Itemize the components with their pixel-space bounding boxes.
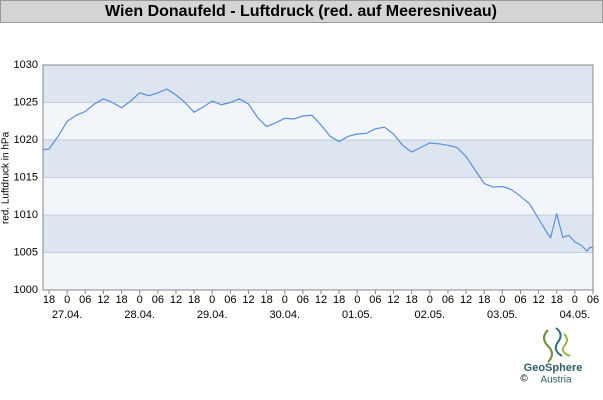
grid-band (43, 215, 593, 253)
logo-sub: Austria (540, 375, 572, 386)
x-tick-label: 0 (137, 294, 143, 306)
date-label: 29.04. (197, 309, 228, 321)
x-tick-label: 06 (152, 294, 164, 306)
logo: GeoSphere Austria © (520, 327, 583, 386)
x-tick-label: 06 (369, 294, 381, 306)
date-label: 01.05. (342, 309, 373, 321)
x-tick-label: 18 (43, 294, 55, 306)
grid-band (43, 177, 593, 215)
x-tick-label: 12 (97, 294, 109, 306)
x-tick-label: 18 (188, 294, 200, 306)
x-tick-label: 18 (115, 294, 127, 306)
date-label: 27.04. (52, 309, 83, 321)
x-tick-label: 0 (282, 294, 288, 306)
logo-name: GeoSphere (524, 362, 583, 374)
x-tick-label: 0 (572, 294, 578, 306)
x-tick-label: 0 (427, 294, 433, 306)
x-tick-label: 0 (64, 294, 70, 306)
date-label: 03.05. (487, 309, 518, 321)
x-tick-label: 12 (460, 294, 472, 306)
x-tick-label: 12 (242, 294, 254, 306)
x-tick-label: 0 (499, 294, 505, 306)
data-line (42, 88, 594, 252)
x-tick-label: 18 (478, 294, 490, 306)
grid-band (43, 252, 593, 290)
x-tick-label: 18 (551, 294, 563, 306)
x-tick-label: 12 (170, 294, 182, 306)
x-tick-label: 06 (79, 294, 91, 306)
plot-area: 1000 1005 1010 1015 1020 1025 1030 18 0 06 12 18 0 06… (14, 59, 600, 321)
x-tick-label: 06 (587, 294, 599, 306)
x-tick-label: 06 (442, 294, 454, 306)
y-tick-label: 1010 (14, 209, 38, 221)
y-tick-label: 1015 (14, 171, 38, 183)
grid-band (43, 140, 593, 178)
x-tick-label: 12 (387, 294, 399, 306)
x-tick-label: 18 (333, 294, 345, 306)
plot-frame (42, 64, 594, 291)
x-tick-label: 18 (261, 294, 273, 306)
y-axis-label: red. Luftdruck in hPa (1, 131, 12, 224)
chart-title: Wien Donaufeld - Luftdruck (red. auf Mee… (105, 3, 497, 20)
y-tick-label: 1025 (14, 96, 38, 108)
x-tick-label: 18 (406, 294, 418, 306)
logo-icon (561, 333, 571, 357)
x-tick-label: 06 (224, 294, 236, 306)
y-tick-label: 1005 (14, 246, 38, 258)
x-tick-label: 12 (532, 294, 544, 306)
x-tick-label: 12 (315, 294, 327, 306)
x-tick-label: 06 (514, 294, 526, 306)
y-tick-label: 1000 (14, 284, 38, 296)
date-label: 02.05. (415, 309, 446, 321)
copyright: © (520, 374, 528, 385)
x-tick-label: 0 (354, 294, 360, 306)
x-tick-label: 0 (209, 294, 215, 306)
date-label: 28.04. (124, 309, 155, 321)
date-label: 04.05. (560, 309, 591, 321)
date-label: 30.04. (269, 309, 300, 321)
y-tick-label: 1020 (14, 134, 38, 146)
logo-icon (554, 327, 563, 357)
y-tick-label: 1030 (14, 59, 38, 71)
x-tick-label: 06 (297, 294, 309, 306)
grid-band (43, 65, 593, 103)
logo-icon (543, 329, 553, 363)
